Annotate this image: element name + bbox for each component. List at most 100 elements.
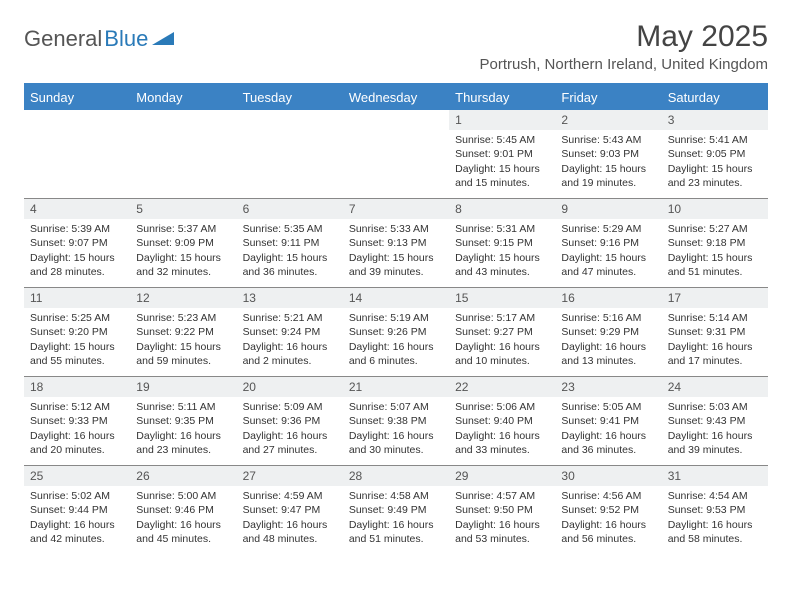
day-number: 6 [237,199,343,219]
calendar-week: 25Sunrise: 5:02 AMSunset: 9:44 PMDayligh… [24,466,768,554]
calendar-cell: 15Sunrise: 5:17 AMSunset: 9:27 PMDayligh… [449,288,555,376]
sunrise-line: Sunrise: 5:17 AM [455,311,549,325]
daylight-line: Daylight: 16 hours and 23 minutes. [136,429,230,457]
daylight-line: Daylight: 16 hours and 58 minutes. [668,518,762,546]
calendar-cell [130,110,236,198]
day-number: 28 [343,466,449,486]
calendar-week: 4Sunrise: 5:39 AMSunset: 9:07 PMDaylight… [24,199,768,288]
day-details: Sunrise: 4:56 AMSunset: 9:52 PMDaylight:… [555,486,661,552]
daylight-line: Daylight: 16 hours and 13 minutes. [561,340,655,368]
sunrise-line: Sunrise: 5:00 AM [136,489,230,503]
sunrise-line: Sunrise: 5:06 AM [455,400,549,414]
weekday-header-row: SundayMondayTuesdayWednesdayThursdayFrid… [24,85,768,110]
calendar-cell: 24 Sunrise: 5:03 AMSunset: 9:43 PMDayligh… [662,377,768,465]
day-details: Sunrise: 5:09 AMSunset: 9:36 PMDaylight:… [237,397,343,463]
day-details: Sunrise: 4:54 AMSunset: 9:53 PMDaylight:… [662,486,768,552]
daylight-line: Daylight: 16 hours and 10 minutes. [455,340,549,368]
day-details: Sunrise: 5:41 AMSunset: 9:05 PMDaylight:… [662,130,768,196]
calendar-cell: 5Sunrise: 5:37 AMSunset: 9:09 PMDaylight… [130,199,236,287]
calendar-cell: 29Sunrise: 4:57 AMSunset: 9:50 PMDayligh… [449,466,555,554]
sunrise-line: Sunrise: 5:39 AM [30,222,124,236]
weekday-header: Friday [555,85,661,110]
sunrise-line: Sunrise: 5:09 AM [243,400,337,414]
day-number: 30 [555,466,661,486]
sunrise-line: Sunrise: 5:14 AM [668,311,762,325]
weekday-header: Monday [130,85,236,110]
day-number: 18 [24,377,130,397]
sunrise-line: Sunrise: 5:02 AM [30,489,124,503]
sunrise-line: Sunrise: 5:03 AM [668,400,762,414]
day-details: Sunrise: 5:21 AMSunset: 9:24 PMDaylight:… [237,308,343,374]
calendar-cell: 20Sunrise: 5:09 AMSunset: 9:36 PMDayligh… [237,377,343,465]
sunset-line: Sunset: 9:22 PM [136,325,230,339]
day-details: Sunrise: 5:33 AMSunset: 9:13 PMDaylight:… [343,219,449,285]
sunrise-line: Sunrise: 5:07 AM [349,400,443,414]
calendar-cell [343,110,449,198]
day-details: Sunrise: 5:16 AMSunset: 9:29 PMDaylight:… [555,308,661,374]
day-number: 17 [662,288,768,308]
calendar-body: 1Sunrise: 5:45 AMSunset: 9:01 PMDaylight… [24,110,768,554]
day-details: Sunrise: 5:27 AMSunset: 9:18 PMDaylight:… [662,219,768,285]
calendar-cell: 10Sunrise: 5:27 AMSunset: 9:18 PMDayligh… [662,199,768,287]
calendar-cell: 3Sunrise: 5:41 AMSunset: 9:05 PMDaylight… [662,110,768,198]
day-number: 14 [343,288,449,308]
sunset-line: Sunset: 9:07 PM [30,236,124,250]
calendar-cell [237,110,343,198]
sunset-line: Sunset: 9:47 PM [243,503,337,517]
calendar-cell: 1Sunrise: 5:45 AMSunset: 9:01 PMDaylight… [449,110,555,198]
sunrise-line: Sunrise: 4:54 AM [668,489,762,503]
calendar-cell: 9Sunrise: 5:29 AMSunset: 9:16 PMDaylight… [555,199,661,287]
sunrise-line: Sunrise: 4:56 AM [561,489,655,503]
sunset-line: Sunset: 9:24 PM [243,325,337,339]
sunset-line: Sunset: 9:15 PM [455,236,549,250]
day-details: Sunrise: 5:39 AMSunset: 9:07 PMDaylight:… [24,219,130,285]
sunset-line: Sunset: 9:33 PM [30,414,124,428]
daylight-line: Daylight: 15 hours and 51 minutes. [668,251,762,279]
daylight-line: Daylight: 15 hours and 36 minutes. [243,251,337,279]
sunrise-line: Sunrise: 4:59 AM [243,489,337,503]
calendar-cell [24,110,130,198]
calendar: SundayMondayTuesdayWednesdayThursdayFrid… [24,83,768,554]
sunset-line: Sunset: 9:16 PM [561,236,655,250]
day-number: 13 [237,288,343,308]
sunrise-line: Sunrise: 5:27 AM [668,222,762,236]
day-number: 8 [449,199,555,219]
brand-part1: General [24,26,102,52]
day-details: Sunrise: 5:19 AMSunset: 9:26 PMDaylight:… [343,308,449,374]
day-details: Sunrise: 5:35 AMSunset: 9:11 PMDaylight:… [237,219,343,285]
daylight-line: Daylight: 16 hours and 27 minutes. [243,429,337,457]
calendar-cell: 2Sunrise: 5:43 AMSunset: 9:03 PMDaylight… [555,110,661,198]
sunset-line: Sunset: 9:53 PM [668,503,762,517]
calendar-cell: 7Sunrise: 5:33 AMSunset: 9:13 PMDaylight… [343,199,449,287]
sunrise-line: Sunrise: 5:21 AM [243,311,337,325]
sunset-line: Sunset: 9:50 PM [455,503,549,517]
sunrise-line: Sunrise: 5:43 AM [561,133,655,147]
sunset-line: Sunset: 9:11 PM [243,236,337,250]
daylight-line: Daylight: 16 hours and 39 minutes. [668,429,762,457]
sunset-line: Sunset: 9:31 PM [668,325,762,339]
day-details: Sunrise: 5:02 AMSunset: 9:44 PMDaylight:… [24,486,130,552]
sunrise-line: Sunrise: 5:19 AM [349,311,443,325]
calendar-cell: 19Sunrise: 5:11 AMSunset: 9:35 PMDayligh… [130,377,236,465]
daylight-line: Daylight: 15 hours and 15 minutes. [455,162,549,190]
day-number: 25 [24,466,130,486]
daylight-line: Daylight: 15 hours and 32 minutes. [136,251,230,279]
sunset-line: Sunset: 9:49 PM [349,503,443,517]
day-number: 12 [130,288,236,308]
calendar-cell: 11Sunrise: 5:25 AMSunset: 9:20 PMDayligh… [24,288,130,376]
calendar-cell: 23Sunrise: 5:05 AMSunset: 9:41 PMDayligh… [555,377,661,465]
daylight-line: Daylight: 16 hours and 2 minutes. [243,340,337,368]
sunrise-line: Sunrise: 5:33 AM [349,222,443,236]
calendar-cell: 28Sunrise: 4:58 AMSunset: 9:49 PMDayligh… [343,466,449,554]
sunset-line: Sunset: 9:43 PM [668,414,762,428]
day-number: 11 [24,288,130,308]
month-title: May 2025 [480,20,768,54]
day-details: Sunrise: 5:17 AMSunset: 9:27 PMDaylight:… [449,308,555,374]
day-number: 26 [130,466,236,486]
sunset-line: Sunset: 9:27 PM [455,325,549,339]
day-details: Sunrise: 5:07 AMSunset: 9:38 PMDaylight:… [343,397,449,463]
day-number: 5 [130,199,236,219]
sunset-line: Sunset: 9:05 PM [668,147,762,161]
day-number: 24 [662,377,768,397]
day-details: Sunrise: 5:43 AMSunset: 9:03 PMDaylight:… [555,130,661,196]
